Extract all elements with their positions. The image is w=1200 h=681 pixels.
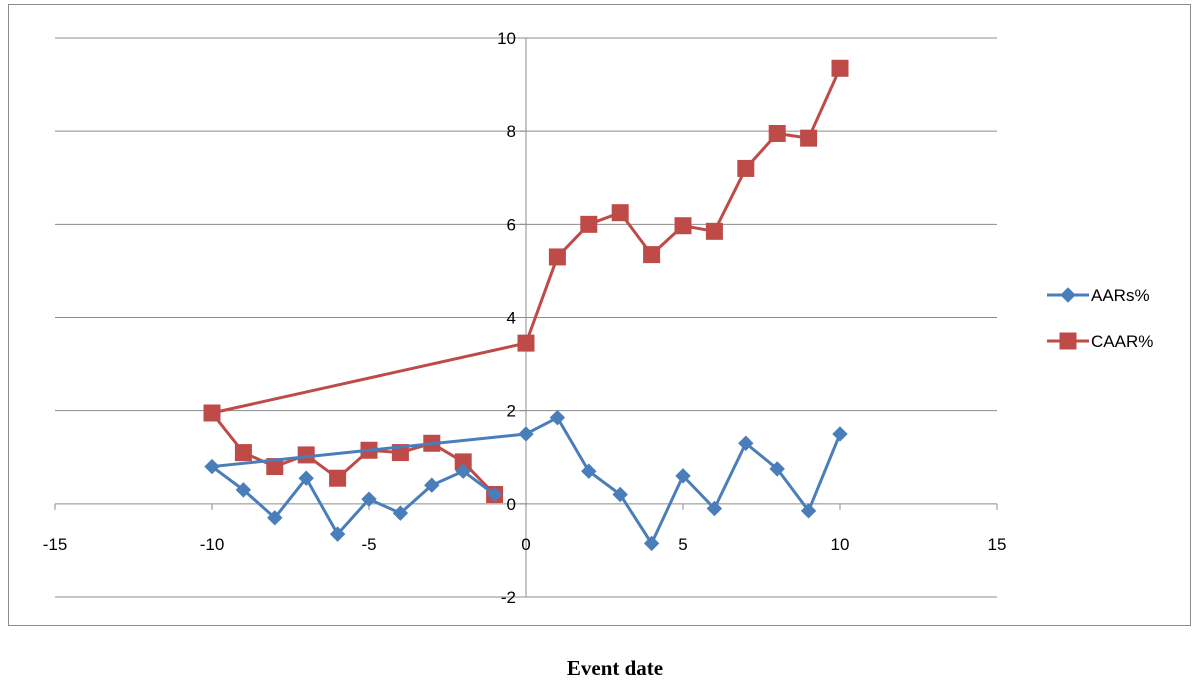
data-point	[203, 404, 221, 422]
x-tick-label: -10	[200, 535, 225, 554]
data-point	[611, 204, 629, 222]
data-point	[643, 535, 660, 552]
chart-svg: -15 -10 -5 0 5 10 15 -2 0 2 4 6 8 10 AARs% CAAR%	[43, 29, 1154, 607]
data-point	[361, 491, 377, 507]
data-point	[612, 486, 628, 503]
data-point	[486, 486, 503, 503]
axis-layer	[54, 37, 998, 598]
data-point	[517, 334, 535, 352]
x-tick-label: 0	[521, 535, 530, 554]
series-line	[210, 412, 496, 496]
series-line	[211, 416, 842, 545]
data-point	[267, 510, 283, 526]
series-caar-	[203, 59, 849, 504]
data-point	[548, 248, 566, 266]
x-tick-label: -5	[361, 535, 376, 554]
data-point	[581, 463, 597, 479]
chart-frame: -15 -10 -5 0 5 10 15 -2 0 2 4 6 8 10 AARs% CAAR%	[8, 4, 1191, 626]
tick-label-layer: -15 -10 -5 0 5 10 15 -2 0 2 4 6 8 10	[43, 29, 1007, 607]
y-tick-label: 6	[507, 215, 516, 234]
data-point	[455, 463, 471, 479]
y-tick-label: 10	[497, 29, 516, 48]
data-point	[706, 500, 723, 517]
data-point	[675, 468, 691, 484]
y-tick-label: -2	[501, 588, 516, 607]
x-tick-label: 5	[678, 535, 687, 554]
series-aars-	[204, 409, 848, 552]
data-point	[329, 526, 346, 542]
legend-marker	[1059, 332, 1077, 350]
data-point	[800, 503, 817, 519]
legend: AARs% CAAR%	[1047, 286, 1153, 351]
data-point	[768, 124, 786, 142]
data-point	[234, 444, 252, 462]
data-point	[580, 215, 598, 233]
data-point	[643, 246, 661, 264]
x-tick-label: 15	[988, 535, 1007, 554]
data-point	[800, 129, 818, 147]
data-point	[298, 470, 314, 486]
data-point	[549, 409, 566, 426]
x-tick-label: -15	[43, 535, 68, 554]
data-point	[832, 426, 848, 442]
data-point	[518, 426, 534, 442]
data-point	[674, 217, 692, 235]
y-tick-label: 4	[507, 309, 516, 328]
data-point	[738, 435, 754, 451]
data-point	[204, 458, 220, 475]
data-point	[769, 461, 785, 477]
legend-label: CAAR%	[1091, 332, 1153, 351]
y-tick-label: 0	[507, 495, 516, 514]
x-axis-label: Event date	[566, 656, 664, 680]
y-tick-label: 8	[507, 122, 516, 141]
data-point	[329, 469, 347, 487]
legend-label: AARs%	[1091, 286, 1150, 305]
series-line	[211, 465, 496, 536]
data-point	[235, 482, 252, 498]
data-point	[424, 477, 440, 493]
series-layer	[203, 59, 849, 552]
y-tick-label: 2	[507, 402, 516, 421]
x-tick-label: 10	[831, 535, 850, 554]
data-point	[705, 222, 723, 240]
data-point	[737, 159, 755, 177]
legend-marker	[1060, 287, 1076, 303]
data-point	[831, 59, 849, 77]
data-point	[392, 505, 409, 521]
